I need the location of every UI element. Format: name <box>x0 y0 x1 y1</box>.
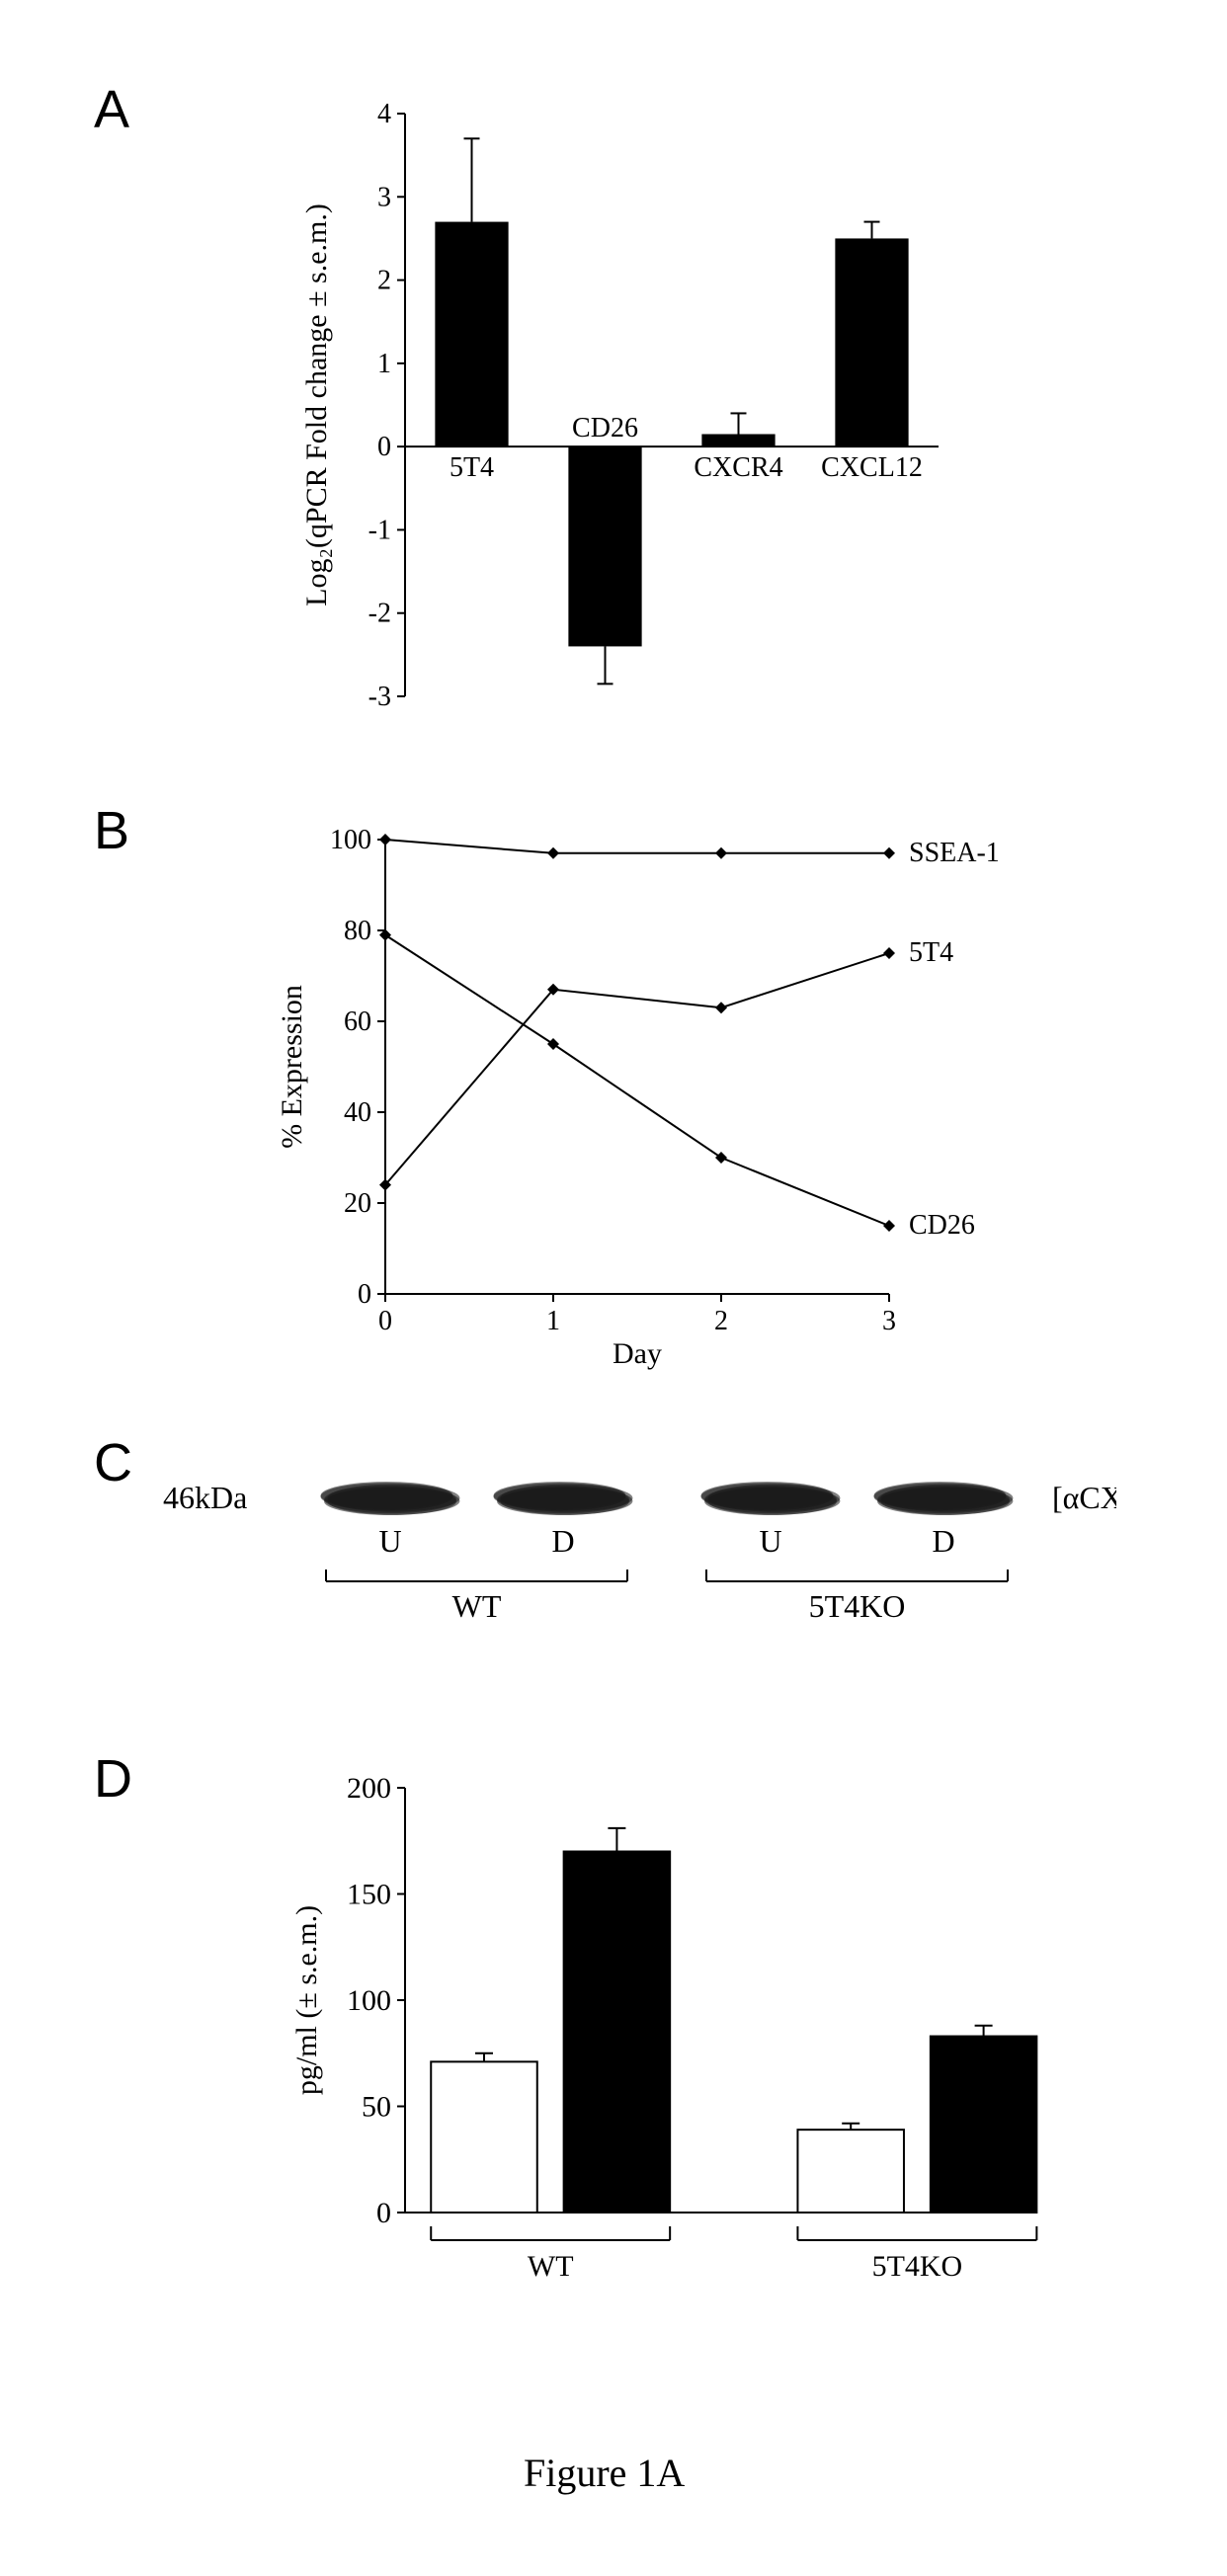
svg-text:5T4: 5T4 <box>450 452 494 483</box>
svg-text:Day: Day <box>613 1337 662 1370</box>
svg-text:-3: -3 <box>368 682 391 712</box>
svg-text:1: 1 <box>377 349 391 379</box>
svg-text:CXCL12: CXCL12 <box>821 452 923 483</box>
panel-a-chart: -3 -2 -1 0 1 2 3 4 5T4 CD26 CXCR4 CXCL12 Log₂(qPCR F… <box>296 94 968 726</box>
panel-label-b: B <box>94 800 129 861</box>
svg-text:D: D <box>932 1523 954 1559</box>
svg-text:% Expression: % Expression <box>276 985 308 1149</box>
svg-text:5T4: 5T4 <box>909 937 953 968</box>
svg-text:3: 3 <box>377 182 391 212</box>
svg-text:50: 50 <box>362 2091 391 2124</box>
svg-text:20: 20 <box>344 1188 371 1219</box>
svg-text:0: 0 <box>358 1279 371 1310</box>
svg-text:60: 60 <box>344 1006 371 1037</box>
svg-text:0: 0 <box>376 2197 391 2229</box>
svg-text:3: 3 <box>882 1306 896 1336</box>
svg-text:D: D <box>551 1523 574 1559</box>
svg-text:40: 40 <box>344 1097 371 1128</box>
svg-text:-1: -1 <box>368 515 391 545</box>
svg-text:5T4KO: 5T4KO <box>872 2250 963 2283</box>
panel-label-a: A <box>94 79 129 140</box>
svg-text:80: 80 <box>344 916 371 946</box>
svg-text:U: U <box>759 1523 781 1559</box>
svg-text:WT: WT <box>528 2250 574 2283</box>
svg-text:100: 100 <box>347 1984 391 2017</box>
svg-text:0: 0 <box>377 432 391 462</box>
svg-text:4: 4 <box>377 99 391 129</box>
panel-b-chart: 0 20 40 60 80 100 0 1 2 3 SSEA-1 5T4 CD26 Day % Expres… <box>267 820 1057 1373</box>
svg-text:CXCR4: CXCR4 <box>694 452 782 483</box>
panel-label-c: C <box>94 1432 132 1493</box>
svg-text:100: 100 <box>330 825 371 855</box>
svg-text:46kDa: 46kDa <box>163 1480 247 1515</box>
svg-text:2: 2 <box>377 266 391 296</box>
svg-text:5T4KO: 5T4KO <box>809 1588 906 1624</box>
svg-text:-2: -2 <box>368 599 391 629</box>
svg-text:0: 0 <box>378 1306 392 1336</box>
panel-label-d: D <box>94 1748 132 1810</box>
svg-text:200: 200 <box>347 1772 391 1805</box>
svg-text:Log₂(qPCR Fold change ± s.e.m.: Log₂(qPCR Fold change ± s.e.m.) <box>300 203 333 606</box>
svg-text:150: 150 <box>347 1879 391 1911</box>
svg-text:CD26: CD26 <box>572 413 638 443</box>
svg-text:2: 2 <box>714 1306 728 1336</box>
svg-text:WT: WT <box>452 1588 502 1624</box>
panel-c-blot: 46kDa U D U D [αCXCR4] WT 5T4KO <box>148 1452 1116 1689</box>
svg-text:[αCXCR4]: [αCXCR4] <box>1052 1480 1116 1515</box>
svg-text:U: U <box>378 1523 401 1559</box>
svg-text:pg/ml (± s.e.m.): pg/ml (± s.e.m.) <box>290 1905 323 2095</box>
svg-text:SSEA-1: SSEA-1 <box>909 838 1000 868</box>
svg-text:CD26: CD26 <box>909 1210 975 1241</box>
svg-text:1: 1 <box>546 1306 560 1336</box>
figure-caption: Figure 1A <box>524 2450 685 2496</box>
panel-d-chart: 0 50 100 150 200 WT 5T4KO pg/ml (± s.e.m.) <box>277 1768 1067 2321</box>
